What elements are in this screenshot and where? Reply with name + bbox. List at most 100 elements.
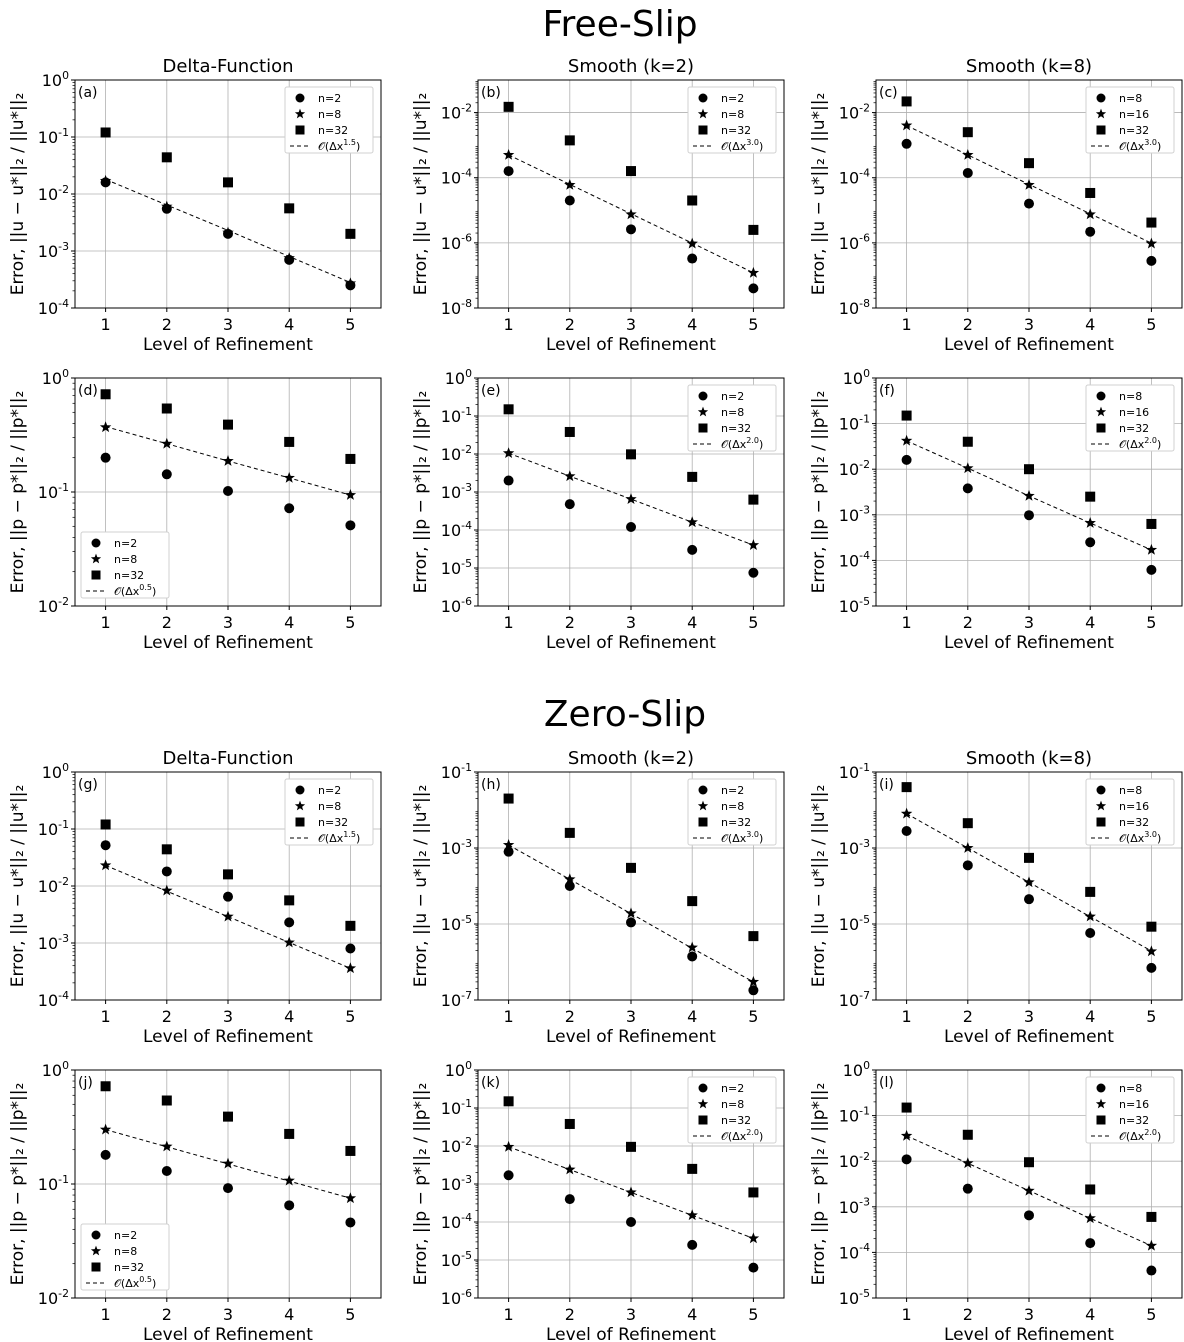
legend: n=2 n=8 n=32𝒪(Δx1.5): [284, 778, 374, 846]
y-tick-label: 10-1: [441, 761, 472, 782]
panel-label: (g): [78, 777, 98, 793]
y-tick-label: 10-3: [441, 837, 472, 858]
data-point-square: [345, 453, 356, 464]
data-point-star: [686, 237, 698, 249]
x-axis-label: Level of Refinement: [944, 335, 1114, 355]
legend-label: n=32: [114, 1261, 144, 1274]
legend-label: n=32: [318, 124, 348, 137]
legend-marker-circle: [91, 538, 101, 548]
legend-box: [284, 778, 374, 846]
data-point-star: [344, 962, 357, 974]
data-point-circle: [1146, 1265, 1157, 1276]
x-tick-label: 4: [284, 1007, 294, 1026]
y-axis-label: Error, ||u − u*||₂ / ||u*||₂: [411, 785, 431, 988]
legend-label-reference: 𝒪(Δx3.0): [1119, 138, 1161, 153]
data-point-star: [686, 516, 698, 528]
data-point-circle: [901, 454, 912, 465]
data-point-circle: [748, 1262, 759, 1273]
data-point-square: [100, 127, 111, 138]
y-axis-label: Error, ||u − u*||₂ / ||u*||₂: [809, 93, 829, 296]
data-point-square: [748, 931, 759, 942]
x-tick-label: 5: [748, 1305, 758, 1324]
legend-box: [80, 531, 170, 599]
legend-label: n=2: [721, 92, 744, 105]
data-point-square: [564, 1118, 575, 1129]
legend-label: n=32: [114, 569, 144, 582]
legend-label: n=32: [721, 422, 751, 435]
y-tick-label: 10-1: [839, 412, 870, 433]
data-point-star: [283, 1174, 295, 1186]
section-title-free-slip: Free-Slip: [542, 4, 697, 45]
x-tick-label: 4: [687, 1305, 697, 1324]
x-tick-label: 4: [284, 1305, 294, 1324]
legend-marker-star: [90, 553, 102, 564]
x-tick-label: 3: [1024, 315, 1034, 334]
chart-panel-c: 1 2 3 4 5 10-2 10-4 10-6 10-8 Level of Refinement…: [809, 56, 1183, 355]
legend-label: n=8: [721, 406, 744, 419]
legend-label: n=8: [318, 108, 341, 121]
x-tick-label: 5: [345, 1305, 355, 1324]
data-point-square: [564, 135, 575, 146]
data-point-star: [747, 266, 760, 278]
panel-label: (e): [481, 383, 501, 399]
legend-label: n=8: [721, 108, 744, 121]
y-tick-label: 10-6: [839, 232, 870, 253]
data-point-circle: [1085, 537, 1096, 548]
x-tick-label: 2: [162, 315, 172, 334]
legend-marker-star: [1095, 1098, 1107, 1109]
data-point-star: [962, 1157, 974, 1169]
legend-marker-star: [90, 1245, 102, 1256]
x-tick-label: 5: [1146, 613, 1156, 632]
legend-marker-square: [698, 423, 708, 433]
legend-label: n=32: [1119, 124, 1149, 137]
legend-label-reference: 𝒪(Δx2.0): [1119, 436, 1161, 451]
x-tick-label: 2: [565, 315, 575, 334]
x-tick-label: 2: [963, 1305, 973, 1324]
data-point-square: [901, 782, 912, 793]
legend-label: n=2: [721, 784, 744, 797]
legend-marker-circle: [295, 93, 305, 103]
data-point-star: [99, 174, 112, 186]
legend-label: n=32: [1119, 1114, 1149, 1127]
x-axis-label: Level of Refinement: [143, 335, 313, 355]
data-point-square: [1146, 921, 1157, 932]
y-tick-label: 10-2: [441, 1135, 472, 1156]
y-tick-label: 10-2: [441, 443, 472, 464]
x-tick-label: 1: [504, 1007, 514, 1026]
x-tick-label: 2: [565, 613, 575, 632]
data-point-circle: [100, 1149, 111, 1160]
legend-label-reference: 𝒪(Δx3.0): [721, 830, 763, 845]
legend-label: n=2: [114, 537, 137, 550]
y-tick-label: 100: [42, 367, 69, 388]
legend-marker-square: [698, 125, 708, 135]
legend-label: n=32: [1119, 816, 1149, 829]
data-point-star: [222, 226, 234, 238]
data-point-circle: [687, 544, 698, 555]
data-point-circle: [687, 253, 698, 264]
data-point-square: [962, 436, 973, 447]
x-tick-label: 5: [748, 1007, 758, 1026]
legend-label: n=16: [1119, 1098, 1149, 1111]
reference-line: [105, 178, 351, 283]
y-tick-label: 100: [843, 1059, 870, 1080]
x-tick-label: 5: [1146, 315, 1156, 334]
legend-label: n=8: [721, 800, 744, 813]
data-point-square: [748, 494, 759, 505]
data-point-star: [1145, 237, 1158, 249]
y-tick-label: 10-5: [839, 595, 870, 616]
data-point-star: [1084, 208, 1096, 220]
legend-marker-circle: [698, 785, 708, 795]
y-tick-label: 10-6: [441, 595, 472, 616]
x-tick-label: 5: [345, 315, 355, 334]
legend-label: n=32: [721, 816, 751, 829]
data-point-circle: [345, 1217, 356, 1228]
y-tick-label: 10-1: [38, 818, 69, 839]
legend-label: n=32: [721, 124, 751, 137]
y-tick-label: 10-3: [441, 481, 472, 502]
data-point-circle: [1085, 226, 1096, 237]
legend-marker-circle: [698, 93, 708, 103]
data-point-square: [161, 152, 172, 163]
chart-panel-h: 1 2 3 4 5 10-1 10-3 10-5 10-7 Level of Refinement…: [411, 748, 785, 1047]
data-point-circle: [1024, 510, 1034, 521]
data-point-square: [284, 436, 295, 447]
